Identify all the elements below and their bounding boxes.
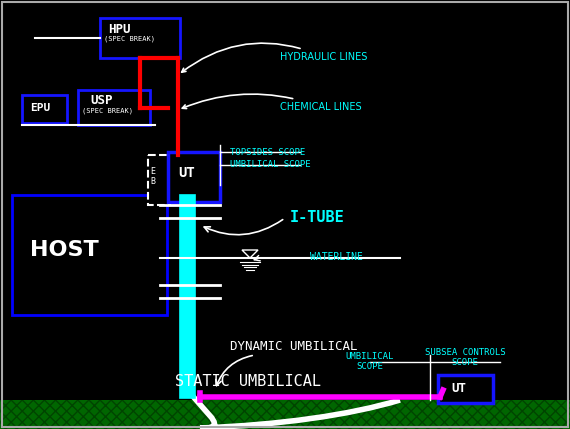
Bar (12, 195, 167, 315)
Bar (0, 400, 570, 429)
Text: UMBILICAL
SCOPE: UMBILICAL SCOPE (346, 352, 394, 372)
Text: EPU: EPU (30, 103, 50, 113)
Polygon shape (181, 370, 193, 395)
Bar (78, 90, 150, 125)
Text: UMBILICAL SCOPE: UMBILICAL SCOPE (230, 160, 311, 169)
Text: I-TUBE: I-TUBE (290, 210, 345, 225)
Bar (22, 95, 67, 123)
Text: (SPEC BREAK): (SPEC BREAK) (104, 36, 155, 42)
Text: (SPEC BREAK): (SPEC BREAK) (82, 107, 133, 114)
Text: STATIC UMBILICAL: STATIC UMBILICAL (175, 374, 321, 389)
Text: DYNAMIC UMBILICAL: DYNAMIC UMBILICAL (230, 340, 357, 353)
Text: E
B: E B (150, 167, 155, 186)
Text: HOST: HOST (30, 240, 99, 260)
Text: TOPSIDES SCOPE: TOPSIDES SCOPE (230, 148, 306, 157)
Text: UT: UT (451, 382, 466, 395)
Bar (148, 155, 170, 205)
Bar (100, 18, 180, 58)
Bar (438, 375, 493, 403)
Text: HYDRAULIC LINES: HYDRAULIC LINES (182, 43, 368, 72)
Text: UT: UT (178, 166, 195, 180)
Text: SUBSEA CONTROLS
SCOPE: SUBSEA CONTROLS SCOPE (425, 348, 506, 367)
Text: HPU: HPU (108, 23, 131, 36)
Bar (168, 152, 220, 202)
Text: USP: USP (90, 94, 112, 107)
Text: WATERLINE: WATERLINE (310, 252, 363, 262)
Text: CHEMICAL LINES: CHEMICAL LINES (182, 94, 361, 112)
